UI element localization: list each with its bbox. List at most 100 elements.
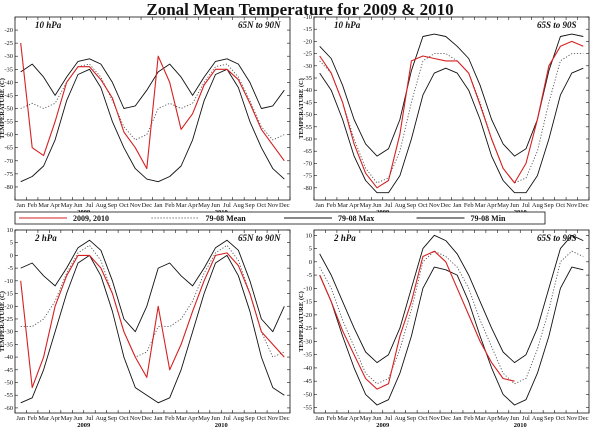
x-tick-label: Nov [130, 202, 142, 209]
x-tick-label: Feb [464, 202, 474, 209]
plot-frame [14, 229, 291, 414]
x-tick-label: Mar [475, 202, 487, 209]
x-tick-label: Aug [532, 202, 544, 209]
x-tick-label: May [198, 202, 211, 209]
y-tick-label: -55 [4, 119, 13, 126]
x-tick-label: Jan [16, 202, 25, 209]
x-tick-label: Apr [188, 202, 199, 209]
x-tick-label: Jan [16, 415, 25, 422]
legend-box [14, 211, 546, 225]
y-axis-label: TEMPERATURE (C) [0, 291, 6, 352]
y-tick-label: -25 [303, 51, 312, 58]
region-label: 65N to 90N [238, 233, 281, 243]
x-tick-label: Sep [544, 415, 554, 422]
y-tick-label: -45 [303, 99, 312, 106]
x-tick-label: May [61, 202, 74, 209]
x-tick-label: Sep [245, 415, 255, 422]
x-tick-label: Mar [475, 415, 487, 422]
y-tick-label: -60 [4, 405, 13, 412]
x-tick-label: Aug [233, 415, 245, 422]
x-tick-label: Jul [223, 202, 231, 209]
y-tick-label: -65 [303, 148, 312, 155]
x-tick-label: Mar [38, 202, 50, 209]
y-tick-label: -5 [307, 272, 312, 279]
y-tick-label: -55 [303, 124, 312, 131]
x-tick-label: May [497, 415, 510, 422]
x-tick-label: Nov [429, 202, 441, 209]
x-tick-label: Apr [50, 202, 61, 209]
year-label: 2010 [514, 422, 527, 428]
x-tick-label: Nov [566, 415, 578, 422]
series-min-line [20, 254, 285, 404]
panel-4: -55-50-45-40-35-30-25-20-15-10-50510TEMP… [298, 229, 590, 428]
x-tick-label: Aug [532, 415, 544, 422]
x-tick-label: Dec [142, 202, 153, 209]
series-min-line [20, 68, 285, 183]
y-tick-label: -30 [303, 63, 312, 70]
series-min-line [319, 67, 584, 194]
x-tick-label: Jun [74, 202, 84, 209]
legend-label-max: 79-08 Max [338, 214, 374, 223]
series-min-line [319, 266, 584, 406]
y-tick-label: -10 [303, 285, 312, 292]
x-tick-label: Sep [407, 415, 417, 422]
x-tick-label: Feb [27, 415, 37, 422]
x-tick-label: Apr [487, 202, 498, 209]
plot-frame [313, 229, 590, 414]
x-tick-label: Sep [108, 202, 118, 209]
x-tick-label: Nov [267, 202, 279, 209]
x-tick-label: Oct [418, 415, 428, 422]
x-tick-label: Jan [453, 202, 462, 209]
x-tick-label: Nov [130, 415, 142, 422]
panel-1: -80 -75 -70 -65 -60 -55 -50 -45 -40 -35 -30 -25 -20 T… [0, 16, 291, 216]
series-max-line [20, 58, 285, 109]
x-tick-label: Dec [441, 415, 452, 422]
region-label: 65N to 90N [238, 20, 281, 30]
x-tick-label: Jun [74, 415, 84, 422]
y-tick-label: -50 [303, 112, 312, 119]
x-tick-label: Oct [119, 415, 129, 422]
x-tick-label: Oct [119, 202, 129, 209]
x-tick-label: Sep [245, 202, 255, 209]
x-tick-label: Feb [165, 202, 175, 209]
x-tick-label: Dec [578, 202, 589, 209]
x-tick-label: Jun [510, 202, 520, 209]
x-tick-label: Apr [188, 415, 199, 422]
y-tick-label: 5 [10, 240, 13, 247]
y-tick-label: -80 [303, 185, 312, 192]
x-tick-label: Jul [522, 415, 530, 422]
y-tick-label: 10 [7, 227, 14, 234]
y-tick-label: -40 [4, 354, 13, 361]
y-tick-label: -20 [303, 38, 312, 45]
y-tick-label: -35 [4, 341, 13, 348]
x-tick-label: Jul [522, 202, 530, 209]
x-tick-label: May [360, 415, 373, 422]
x-tick-label: Sep [108, 415, 118, 422]
legend: 2009, 2010 79-08 Mean 79-08 Max 79-08 Min [14, 211, 546, 225]
y-tick-label: -45 [4, 92, 13, 99]
series-mean-line [20, 63, 285, 141]
x-tick-label: Nov [566, 202, 578, 209]
x-tick-label: Mar [38, 415, 50, 422]
region-label: 65S to 90S [537, 20, 577, 30]
x-tick-label: Jun [510, 415, 520, 422]
series-current-line [319, 250, 515, 390]
y-tick-label: -60 [303, 136, 312, 143]
year-label: 2009 [77, 422, 91, 428]
y-tick-label: -55 [303, 405, 312, 412]
pressure-level-label: 10 hPa [334, 20, 361, 30]
x-tick-label: May [360, 202, 373, 209]
y-tick-label: -50 [4, 380, 13, 387]
region-label: 65S to 90S [537, 233, 577, 243]
pressure-level-label: 2 hPa [34, 233, 57, 243]
x-tick-label: Jun [373, 202, 383, 209]
year-label: 2010 [215, 422, 228, 428]
legend-label-mean: 79-08 Mean [206, 214, 247, 223]
x-tick-label: Nov [267, 415, 279, 422]
x-tick-label: Apr [349, 415, 360, 422]
x-tick-label: Jan [154, 202, 163, 209]
x-tick-label: Aug [95, 415, 107, 422]
y-tick-label: -65 [4, 145, 13, 152]
x-tick-label: Mar [176, 415, 188, 422]
